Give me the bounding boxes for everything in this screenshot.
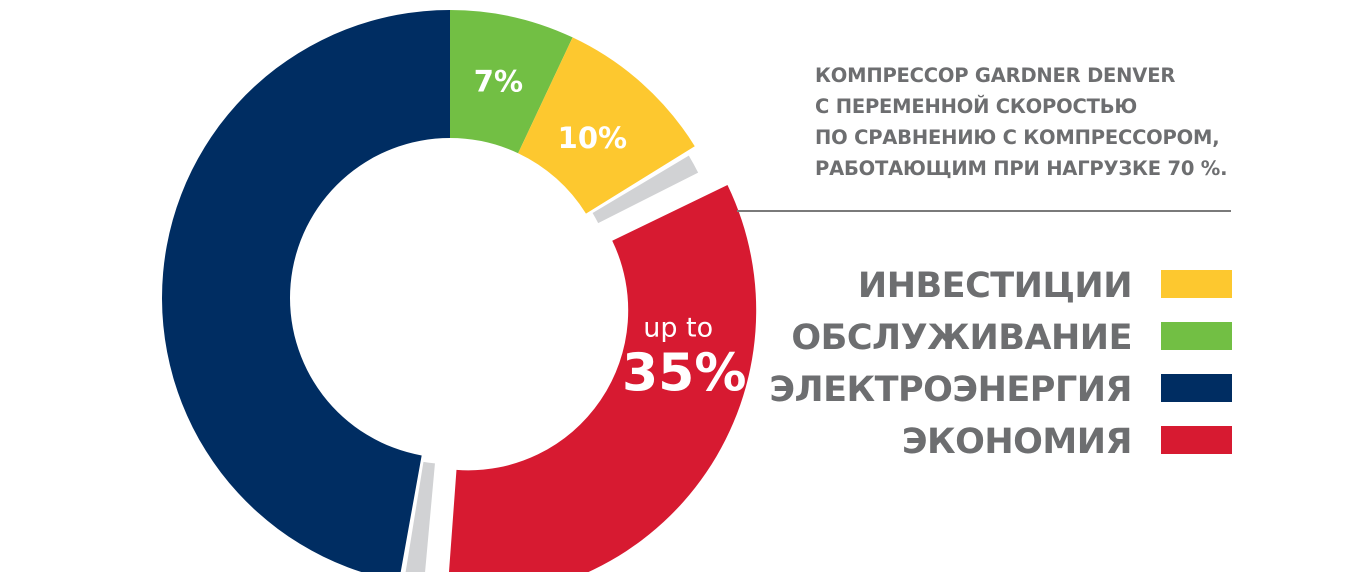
slice-gap <box>405 461 435 572</box>
slice-labels: 7% 10% up to 35% <box>474 64 747 403</box>
legend-swatch <box>1161 270 1232 298</box>
slice-label-investment: 10% <box>558 121 627 155</box>
slice-investment <box>518 37 695 214</box>
slice-energy <box>162 10 450 572</box>
legend-label: ОБСЛУЖИВАНИЕ <box>791 318 1132 358</box>
description-line: КОМПРЕССОР GARDNER DENVER <box>815 64 1176 87</box>
legend-swatch <box>1161 322 1232 350</box>
legend-label: ЭКОНОМИЯ <box>901 422 1133 462</box>
slice-label-maintenance: 7% <box>474 64 523 98</box>
slice-label-savings: 35% <box>622 343 746 403</box>
legend-label: ИНВЕСТИЦИИ <box>857 266 1133 306</box>
slice-savings <box>448 185 757 572</box>
legend-item-savings: ЭКОНОМИЯ <box>760 418 1232 470</box>
description-line: ПО СРАВНЕНИЮ С КОМПРЕССОРОМ, <box>815 126 1220 149</box>
slice-maintenance <box>450 10 573 154</box>
donut-slices <box>162 10 757 572</box>
donut-chart: 7% 10% up to 35% <box>162 10 757 572</box>
slice-gap <box>592 155 699 224</box>
legend-item-energy: ЭЛЕКТРОЭНЕРГИЯ <box>760 366 1232 418</box>
description-line: С ПЕРЕМЕННОЙ СКОРОСТЬЮ <box>815 95 1138 118</box>
legend-item-investment: ИНВЕСТИЦИИ <box>760 262 1232 314</box>
divider-line <box>737 210 1231 212</box>
legend-item-maintenance: ОБСЛУЖИВАНИЕ <box>760 314 1232 366</box>
slice-gaps <box>405 155 699 572</box>
chart-description: КОМПРЕССОР GARDNER DENVER С ПЕРЕМЕННОЙ С… <box>815 60 1335 184</box>
legend-swatch <box>1161 426 1232 454</box>
legend-swatch <box>1161 374 1232 402</box>
description-line: РАБОТАЮЩИМ ПРИ НАГРУЗКЕ 70 %. <box>815 157 1228 180</box>
slice-label-savings-prefix: up to <box>643 312 713 343</box>
legend: ИНВЕСТИЦИИ ОБСЛУЖИВАНИЕ ЭЛЕКТРОЭНЕРГИЯ Э… <box>760 262 1232 470</box>
legend-label: ЭЛЕКТРОЭНЕРГИЯ <box>769 370 1132 410</box>
